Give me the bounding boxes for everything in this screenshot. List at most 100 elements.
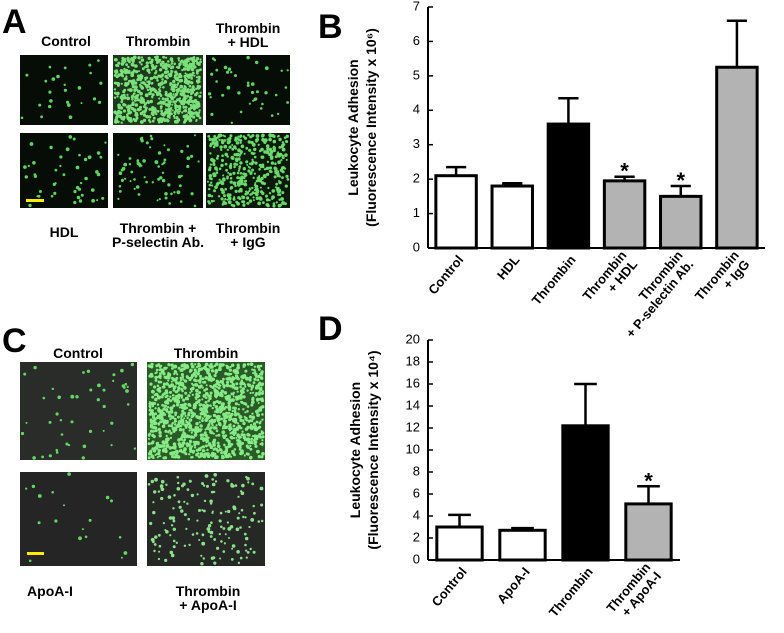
cell <box>261 134 264 138</box>
cell <box>156 452 159 456</box>
cell <box>187 75 191 79</box>
cell <box>126 113 129 116</box>
cell <box>214 393 217 396</box>
cell <box>229 455 233 458</box>
cell <box>239 418 243 422</box>
cell <box>20 116 24 120</box>
cell <box>79 181 83 185</box>
cell <box>78 153 81 157</box>
cell <box>182 482 186 486</box>
cell <box>211 424 214 427</box>
cell <box>223 194 226 198</box>
cell <box>271 195 275 200</box>
cell <box>219 145 223 149</box>
cell <box>199 403 203 406</box>
cell <box>149 429 154 433</box>
cell <box>260 430 263 433</box>
cell <box>224 454 229 459</box>
cell <box>166 63 170 67</box>
cell <box>207 414 210 418</box>
cell <box>240 144 245 149</box>
cell <box>99 81 103 85</box>
cell <box>168 202 171 205</box>
cell <box>215 434 218 437</box>
cell <box>159 484 164 488</box>
cell <box>236 550 240 554</box>
cell <box>268 133 273 138</box>
cell <box>260 391 264 395</box>
cell <box>210 521 213 524</box>
cell <box>218 138 221 142</box>
cell <box>223 417 226 420</box>
cell <box>240 152 243 155</box>
cell <box>175 449 179 454</box>
cell <box>222 377 225 381</box>
cell <box>56 74 60 79</box>
cell <box>157 427 161 432</box>
cell <box>194 384 197 387</box>
cell <box>126 70 130 74</box>
cell <box>260 386 263 389</box>
y-axis-label: Leukocyte Adhesion <box>345 59 361 195</box>
cell <box>185 419 188 422</box>
cell <box>239 393 243 397</box>
cell <box>261 102 264 106</box>
cell <box>223 542 226 545</box>
cell <box>186 488 190 491</box>
cell <box>252 196 255 199</box>
cell <box>286 69 289 72</box>
cell <box>250 403 254 407</box>
cell <box>249 135 253 139</box>
cell <box>196 519 199 522</box>
cell <box>255 90 259 94</box>
cell <box>176 404 179 407</box>
cell <box>235 527 240 532</box>
cell <box>157 407 161 410</box>
cell <box>151 113 155 117</box>
cell <box>236 371 240 375</box>
cell <box>163 118 166 122</box>
cell <box>164 400 168 404</box>
cell <box>166 382 169 385</box>
y-axis-label: (Fluorescence Intensity x 10⁶) <box>363 28 379 227</box>
image-caption: Thrombin <box>176 583 241 599</box>
cell <box>165 391 169 395</box>
cell <box>249 419 253 422</box>
cell <box>77 187 81 191</box>
cell <box>267 186 270 190</box>
cell <box>173 364 178 369</box>
cell <box>225 415 228 418</box>
cell <box>127 105 131 110</box>
cell <box>215 409 220 414</box>
cell <box>261 439 264 442</box>
cell <box>239 110 243 114</box>
cell <box>151 441 154 445</box>
cell <box>160 479 165 484</box>
cell <box>145 64 149 69</box>
cell <box>205 368 209 373</box>
cell <box>241 387 245 391</box>
cell <box>253 155 257 159</box>
cell <box>265 203 270 207</box>
cell <box>229 525 234 529</box>
cell <box>256 364 261 369</box>
cell <box>234 411 237 414</box>
cell <box>248 199 253 203</box>
y-tick-label: 0 <box>413 551 420 566</box>
cell <box>209 502 213 505</box>
cell <box>247 133 250 137</box>
cell <box>240 190 243 193</box>
cell <box>237 403 240 406</box>
cell <box>239 556 243 560</box>
cell <box>155 160 159 164</box>
cell <box>255 179 259 183</box>
cell <box>162 102 165 105</box>
cell <box>191 365 195 369</box>
cell <box>224 405 228 409</box>
cell <box>112 373 116 377</box>
cell <box>174 104 178 108</box>
cell <box>249 391 252 395</box>
cell <box>177 500 181 504</box>
cell <box>215 171 219 174</box>
cell <box>128 163 132 166</box>
